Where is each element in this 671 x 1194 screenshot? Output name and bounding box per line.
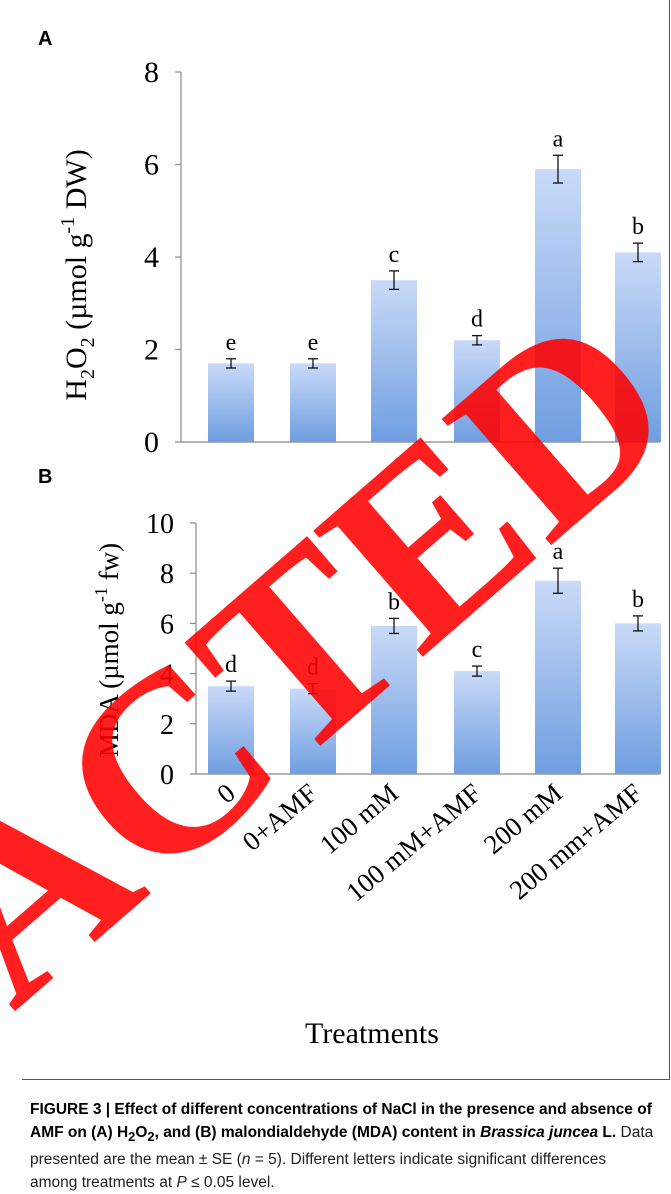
- figure-frame: [22, 0, 670, 1080]
- bar: [371, 625, 417, 774]
- bar: [454, 340, 500, 442]
- bar: [208, 363, 254, 442]
- y-tick-label: 4: [144, 241, 159, 274]
- chart-canvas: H2O2 (µmol g-1 DW) MDA (µmol g-1 fw) Tre…: [57, 56, 661, 1050]
- significance-letter: e: [226, 330, 237, 356]
- chart-b: 0 2 4 6 8 10 d d b c a b: [146, 509, 661, 791]
- y-tick-label: 6: [160, 609, 174, 640]
- significance-letter: e: [308, 330, 319, 356]
- y-tick-label: 8: [160, 559, 174, 590]
- significance-letter: c: [472, 637, 483, 663]
- y-axis-label-b: MDA (µmol g-1 fw): [91, 543, 124, 757]
- significance-letter: b: [388, 589, 400, 615]
- y-tick-label: 2: [160, 710, 174, 741]
- y-tick-label: 0: [144, 426, 159, 459]
- bar: [535, 580, 581, 774]
- significance-letter: b: [632, 214, 644, 240]
- y-tick-label: 4: [160, 660, 174, 691]
- bar: [290, 688, 336, 774]
- x-axis-title: Treatments: [305, 1017, 439, 1050]
- y-tick-label: 2: [144, 334, 159, 367]
- panel-label-b: B: [38, 466, 53, 488]
- significance-letter: a: [553, 539, 564, 565]
- y-axis-label-a: H2O2 (µmol g-1 DW): [57, 149, 99, 400]
- significance-letter: a: [553, 126, 564, 152]
- bar: [535, 169, 581, 442]
- panel-label-a: A: [38, 28, 53, 50]
- y-tick-label: 10: [146, 509, 174, 540]
- bar: [371, 280, 417, 442]
- category-label: 0+AMF: [237, 778, 323, 857]
- significance-letter: c: [389, 242, 400, 268]
- bar: [615, 252, 661, 442]
- y-tick-label: 8: [144, 56, 159, 89]
- significance-letter: d: [307, 655, 319, 681]
- significance-letter: d: [225, 652, 237, 678]
- y-tick-label: 6: [144, 149, 159, 182]
- bar: [615, 623, 661, 774]
- significance-letter: d: [471, 307, 483, 333]
- category-label: 0: [211, 778, 241, 810]
- bar: [208, 686, 254, 774]
- bar: [454, 671, 500, 774]
- y-tick-label: 0: [160, 760, 174, 791]
- chart-a: 0 2 4 6 8 e e c d a b: [144, 56, 661, 459]
- significance-letter: b: [632, 587, 644, 613]
- bar: [290, 363, 336, 442]
